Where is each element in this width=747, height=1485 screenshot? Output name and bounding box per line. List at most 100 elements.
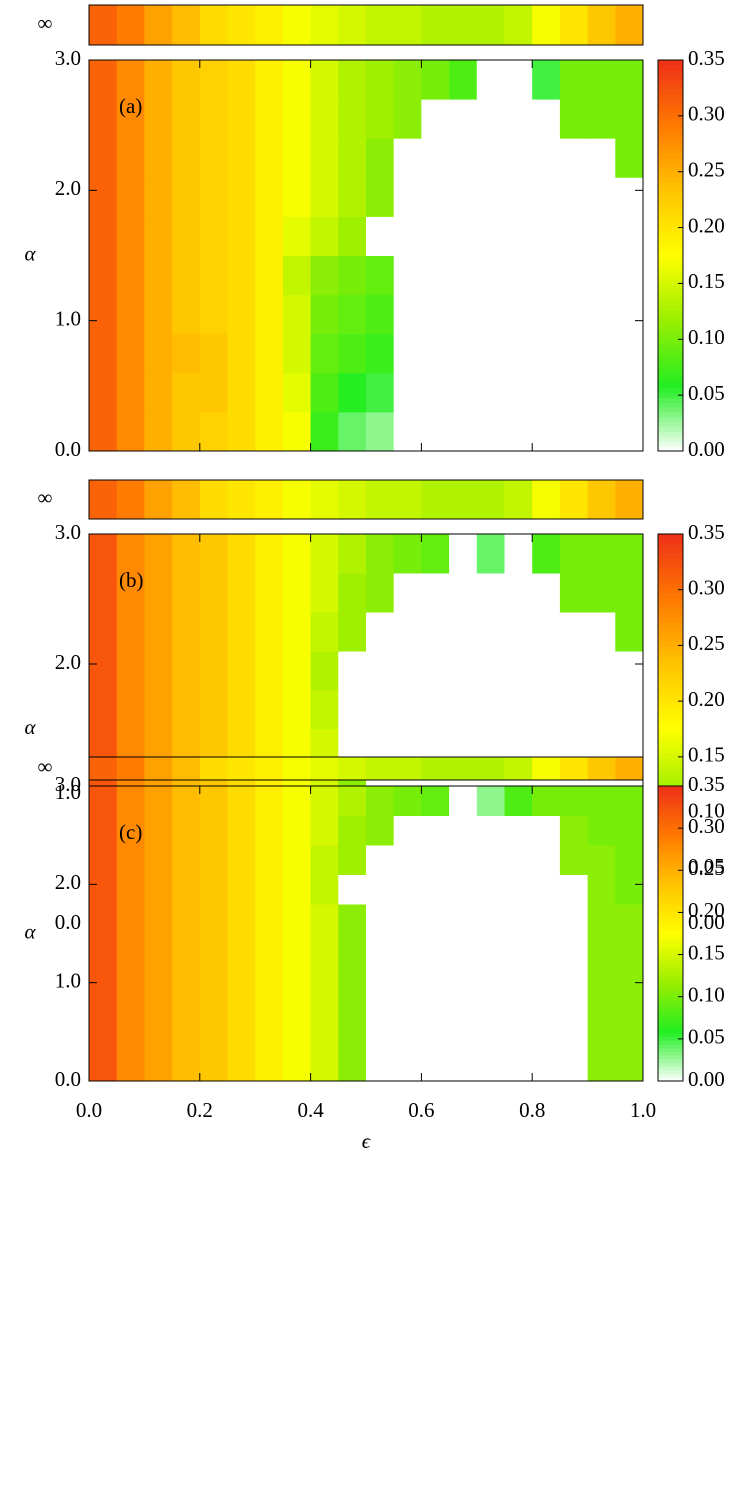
inf-cell [255,480,284,519]
heat-cell [559,1022,589,1052]
heat-cell [504,815,533,846]
inf-cell [199,480,228,519]
colorbar-swatch [658,763,683,769]
colorbar-tick-label: 0.25 [688,158,725,182]
heat-cell [199,333,228,374]
heat-cell [282,294,312,335]
colorbar-swatch [658,426,683,432]
heat-cell [393,963,422,993]
heat-cell [144,992,173,1023]
colorbar-swatch [658,833,683,839]
heat-cell [310,992,339,1023]
colorbar-swatch [658,937,683,942]
colorbar-swatch [658,911,683,916]
heat-cell [393,815,422,846]
heat-cell [587,294,616,335]
colorbar-swatch [658,985,683,990]
colorbar-swatch [658,172,683,178]
colorbar-swatch [658,881,683,887]
colorbar-swatch [658,84,683,90]
heat-cell [116,933,145,964]
colorbar-swatch [658,1066,683,1071]
heat-cell [449,60,478,100]
colorbar-swatch [658,1029,683,1034]
heat-cell [421,294,450,335]
heat-cell [615,612,644,652]
inf-cell [504,5,533,45]
colorbar-swatch [658,304,683,310]
inf-cell [282,757,312,780]
heat-cell [89,333,118,374]
heat-cell [532,534,561,574]
inf-cell [366,5,395,45]
colorbar-swatch [658,856,683,861]
heat-cell [421,690,450,730]
heat-cell [393,612,422,652]
heat-cell [476,1022,505,1052]
heat-cell [504,874,533,905]
colorbar-swatch [658,597,683,603]
inf-cell [421,757,450,780]
heat-cell [366,138,395,178]
colorbar-tick-label: 0.00 [688,1067,725,1091]
heat-cell [476,534,505,574]
heat-cell [504,845,533,875]
heat-cell [504,60,533,100]
inf-cell [172,480,201,519]
heat-cell [172,874,201,905]
colorbar-swatch [658,944,683,949]
heat-cell [532,690,561,730]
colorbar-swatch [658,348,683,354]
heat-cell [532,845,561,875]
colorbar-swatch [658,992,683,997]
heat-cell [366,411,395,452]
colorbar-swatch [658,777,683,784]
colorbar-swatch [658,143,683,149]
heat-cell [255,651,284,691]
colorbar-swatch [658,421,683,428]
inf-cell [559,5,589,45]
heat-cell [476,255,505,296]
colorbar-swatch [658,670,683,676]
heat-cell [199,845,228,875]
heat-cell [449,904,478,934]
inf-cell [449,5,478,45]
heat-cell [144,372,173,413]
colorbar-swatch [658,709,683,715]
heat-cell [366,612,395,652]
heat-cell [615,904,644,934]
colorbar-swatch [658,1055,683,1060]
panel-label: (a) [119,94,142,118]
colorbar-swatch [658,999,683,1005]
colorbar-swatch [658,680,683,686]
heat-cell [199,177,228,217]
colorbar-swatch [658,685,683,691]
heat-cell [255,294,284,335]
colorbar-swatch [658,859,683,864]
heat-cell [393,690,422,730]
inf-cell [116,480,145,519]
heat-cell [476,845,505,875]
heat-cell [615,411,644,452]
colorbar-swatch [658,363,683,369]
colorbar-swatch [658,1010,683,1016]
colorbar-swatch [658,1033,683,1038]
colorbar-tick-label: 0.20 [688,213,725,237]
inf-cell [227,757,256,780]
heat-cell [532,255,561,296]
colorbar-swatch [658,738,683,745]
heat-cell [199,216,228,256]
heat-cell [393,1051,422,1082]
colorbar-swatch [658,103,683,110]
colorbar-swatch [658,79,683,85]
heat-cell [587,933,616,964]
colorbar-tick-label: 0.05 [688,854,725,878]
heat-cell [366,372,395,413]
colorbar-swatch [658,319,683,325]
heat-cell [421,933,450,964]
heat-cell [449,845,478,875]
heat-cell [116,651,145,691]
heat-cell [310,845,339,875]
heat-cell [172,786,201,816]
heat-cell [449,933,478,964]
